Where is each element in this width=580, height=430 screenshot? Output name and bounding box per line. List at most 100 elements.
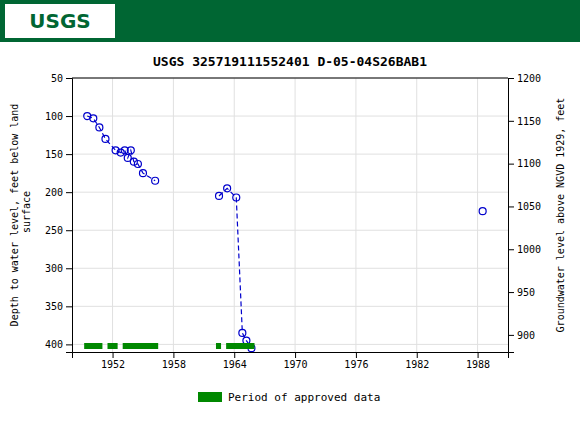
- x-tick: 1982: [405, 352, 429, 370]
- y-axis-line: [66, 79, 73, 353]
- grid-line-y: [72, 116, 508, 117]
- approved-period-bar: [216, 343, 221, 349]
- chart-container: USGS 1952 1958 1964 1970 1976 1982 1988 50 100 150…: [0, 0, 580, 430]
- y2-tick: 1150: [508, 116, 541, 127]
- data-point: [152, 177, 159, 184]
- grid-line-y: [72, 306, 508, 307]
- y-tick-label: 250: [45, 225, 63, 236]
- x-tick-label: 1970: [284, 359, 308, 370]
- data-point: [216, 192, 223, 199]
- y2-axis-line: [509, 79, 515, 353]
- grid-line-y: [72, 192, 508, 193]
- y-tick: 50: [51, 73, 72, 84]
- grid-line-x: [477, 78, 478, 352]
- y2-tick-mark: [508, 335, 514, 336]
- grid-line-x: [112, 78, 113, 352]
- legend: Period of approved data: [198, 391, 380, 404]
- plot-area: 1952 1958 1964 1970 1976 1982 1988 50 100 150 200 2…: [9, 54, 566, 404]
- y2-tick-label: 900: [517, 330, 535, 341]
- x-tick-label: 1988: [466, 359, 490, 370]
- x-tick-mark: [478, 352, 479, 358]
- header: USGS: [0, 0, 580, 42]
- y-tick-mark: [66, 154, 72, 155]
- grid-line-x: [416, 78, 417, 352]
- x-tick-mark: [113, 352, 114, 358]
- y-tick-mark: [66, 268, 72, 269]
- y-axis: 50 100 150 200 250 300 350 400: [45, 73, 73, 353]
- x-tick: 1952: [101, 352, 125, 370]
- y2-axis: 1200 1150 1100 1050 1000 950 900: [508, 73, 541, 353]
- y-tick: 200: [45, 187, 72, 198]
- x-tick-label: 1952: [101, 359, 125, 370]
- data-point: [102, 135, 109, 142]
- data-point: [134, 161, 141, 168]
- grid-line-y: [72, 268, 508, 269]
- y2-tick-mark: [508, 121, 514, 122]
- y-tick-label: 200: [45, 187, 63, 198]
- chart-title: USGS 325719111552401 D-05-04S26BAB1: [153, 54, 427, 69]
- y-tick-mark: [66, 78, 72, 79]
- y2-tick-label: 1100: [517, 158, 541, 169]
- y2-tick: 950: [508, 287, 535, 298]
- header-bar: [0, 0, 580, 42]
- header-text: USGS: [29, 9, 90, 33]
- marks: [84, 113, 486, 352]
- y-axis-title: Depth to water level, feet below land su…: [9, 104, 32, 327]
- y-tick-mark: [66, 192, 72, 193]
- grid-line-y: [72, 230, 508, 231]
- y-tick: 350: [45, 301, 72, 312]
- y-tick-label: 50: [51, 73, 63, 84]
- x-tick: 1976: [344, 352, 368, 370]
- x-tick: 1958: [162, 352, 186, 370]
- approved-period-bar: [107, 343, 117, 349]
- legend-label: Period of approved data: [228, 391, 380, 404]
- y2-tick-mark: [508, 164, 514, 165]
- data-point: [139, 170, 146, 177]
- grid-line-y: [72, 154, 508, 155]
- y2-tick-mark: [508, 292, 514, 293]
- y2-tick: 1050: [508, 201, 541, 212]
- data-point: [224, 185, 231, 192]
- y-tick-mark: [66, 230, 72, 231]
- y-tick: 100: [45, 111, 72, 122]
- data-point: [479, 208, 486, 215]
- y-tick-mark: [66, 116, 72, 117]
- legend-swatch: [198, 392, 222, 402]
- grid-line-x: [173, 78, 174, 352]
- x-tick-label: 1976: [344, 359, 368, 370]
- x-tick: 1964: [223, 352, 247, 370]
- x-tick-label: 1958: [162, 359, 186, 370]
- y2-tick: 1100: [508, 158, 541, 169]
- x-tick-mark: [417, 352, 418, 358]
- y-tick-label: 400: [45, 339, 63, 350]
- x-tick-mark: [356, 352, 357, 358]
- x-tick: 1970: [284, 352, 308, 370]
- y-tick-mark: [66, 306, 72, 307]
- y-tick: 300: [45, 263, 72, 274]
- y2-tick-label: 1050: [517, 201, 541, 212]
- y2-tick-label: 1000: [517, 244, 541, 255]
- y2-tick-mark: [508, 78, 514, 79]
- y2-tick-label: 1200: [517, 73, 541, 84]
- grid-line-x: [234, 78, 235, 352]
- y2-axis-title: Groundwater level above NGVD 1929, feet: [555, 98, 566, 333]
- y-axis-title-line: Depth to water level, feet below land: [9, 104, 20, 327]
- x-tick-mark: [295, 352, 296, 358]
- x-tick-mark: [234, 352, 235, 358]
- legend-item: Period of approved data: [198, 391, 380, 404]
- x-axis-line: [73, 353, 509, 359]
- data-point: [127, 147, 134, 154]
- approved-period-bar: [84, 343, 102, 349]
- data-point: [233, 194, 240, 201]
- y2-tick: 1000: [508, 244, 541, 255]
- y-tick: 400: [45, 339, 72, 350]
- y-tick: 150: [45, 149, 72, 160]
- y-tick: 250: [45, 225, 72, 236]
- x-tick: 1988: [466, 352, 490, 370]
- y2-tick-label: 1150: [517, 116, 541, 127]
- approved-period-bar: [226, 343, 254, 349]
- x-axis: 1952 1958 1964 1970 1976 1982 1988: [73, 352, 509, 370]
- y-tick-label: 150: [45, 149, 63, 160]
- y2-tick-label: 950: [517, 287, 535, 298]
- y-tick-mark: [66, 344, 72, 345]
